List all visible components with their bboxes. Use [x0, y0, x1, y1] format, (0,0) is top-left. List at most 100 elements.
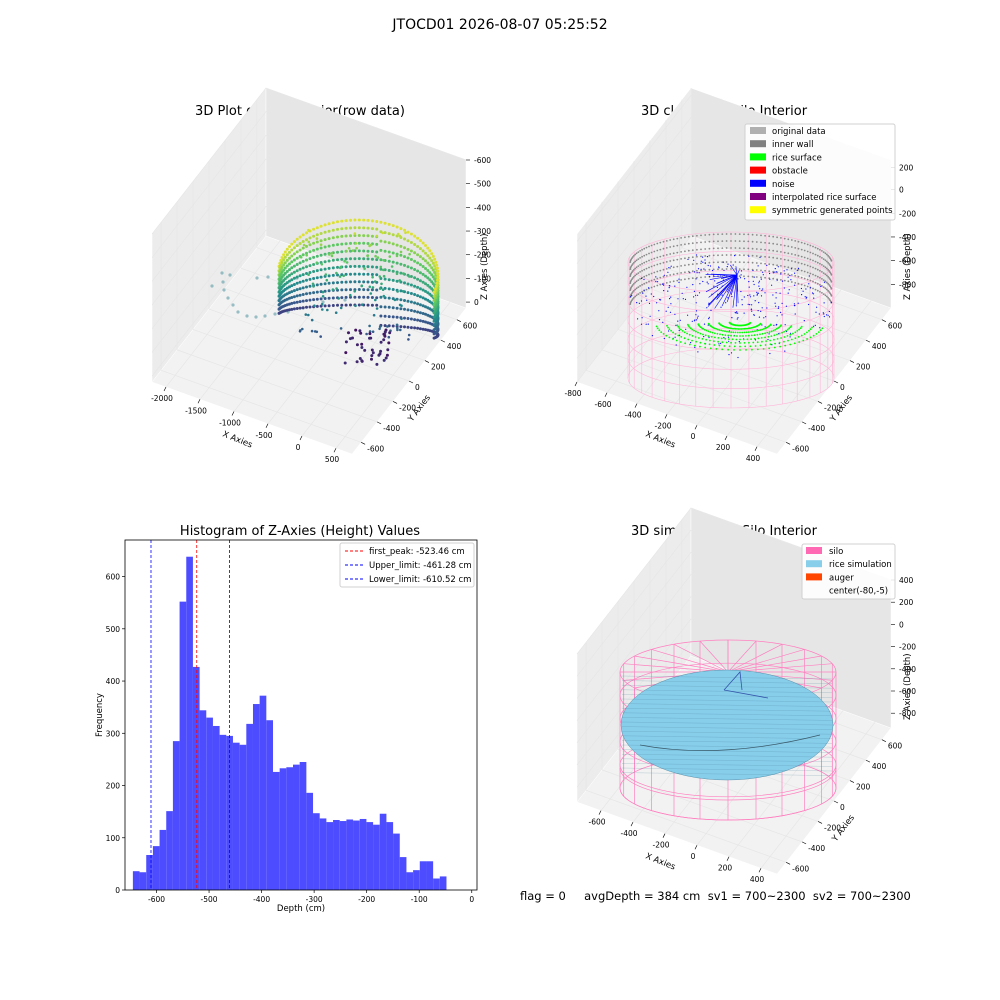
- p1-point: [292, 295, 296, 299]
- p2-point: [734, 342, 737, 344]
- p2-point: [756, 324, 759, 327]
- p2-point: [762, 348, 765, 350]
- p2-point: [753, 334, 756, 336]
- p1-point: [421, 249, 425, 253]
- p2-point: [695, 330, 697, 333]
- p2-point: [771, 344, 773, 346]
- p1-x-tickmark: [163, 386, 167, 392]
- p1-point: [344, 303, 348, 307]
- p2-point: [698, 337, 700, 339]
- p2-point: [645, 288, 648, 291]
- p2-point: [635, 252, 638, 255]
- p2-point: [756, 291, 758, 293]
- p2-point: [768, 270, 771, 273]
- p2-point: [711, 331, 714, 334]
- p2-y-tickmark: [817, 401, 823, 404]
- p2-point: [772, 270, 775, 273]
- p2-point: [680, 279, 682, 281]
- p1-point: [433, 277, 437, 281]
- p1-point: [399, 253, 403, 257]
- p2-point: [708, 302, 710, 304]
- p1-point: [432, 294, 436, 298]
- p1-point: [343, 259, 346, 263]
- p2-point: [670, 303, 672, 305]
- p2-point: [633, 268, 635, 271]
- p2-point: [783, 265, 786, 268]
- p1-point: [338, 275, 342, 278]
- p1-point: [231, 303, 235, 307]
- p2-point: [687, 277, 690, 280]
- p1-point: [379, 220, 383, 224]
- p2-point: [720, 342, 722, 344]
- p1-point: [368, 332, 372, 336]
- p2-point: [760, 337, 763, 339]
- p2-point: [696, 262, 698, 265]
- p2-point: [635, 287, 638, 290]
- p2-x-tickmark: [634, 403, 638, 408]
- p1-point: [327, 259, 331, 263]
- p1-point: [288, 296, 291, 300]
- p1-point: [407, 333, 411, 337]
- p1-point: [285, 247, 289, 251]
- p1-point: [424, 328, 427, 332]
- p2-point: [653, 264, 656, 267]
- p1-point: [288, 302, 291, 306]
- p1-point: [325, 278, 329, 282]
- p1-point: [378, 327, 381, 331]
- p4-rice-surface-fill: [620, 669, 834, 781]
- p2-point: [772, 242, 775, 245]
- p2-point: [740, 270, 743, 272]
- p2-point: [667, 271, 669, 273]
- p2-point: [631, 294, 633, 296]
- p1-point: [424, 282, 427, 286]
- p2-point: [641, 290, 643, 293]
- p2-point: [759, 329, 762, 331]
- p1-point: [379, 305, 383, 309]
- p1-point: [292, 307, 296, 311]
- p2-point: [726, 326, 729, 329]
- p1-point: [330, 251, 334, 255]
- p1-point: [359, 331, 363, 335]
- p2-point: [687, 256, 690, 259]
- p2-point: [721, 274, 738, 307]
- p2-point: [721, 333, 724, 336]
- p1-point: [391, 224, 395, 228]
- p1-point: [382, 274, 386, 278]
- p1-point: [312, 291, 316, 295]
- p1-point: [283, 261, 287, 265]
- p1-point: [283, 266, 287, 270]
- p2-point: [759, 256, 761, 258]
- p2-point: [737, 317, 739, 319]
- p1-y-tick-label: 400: [447, 342, 462, 351]
- p2-point: [696, 276, 698, 279]
- p1-point: [327, 229, 331, 233]
- p2-point: [790, 239, 793, 241]
- p2-point: [696, 319, 698, 321]
- p1-point: [298, 248, 302, 252]
- p2-point: [758, 282, 760, 284]
- p2-point: [771, 284, 773, 286]
- p2-point: [740, 290, 742, 293]
- p2-point: [683, 337, 686, 340]
- p1-point: [391, 288, 395, 291]
- p1-point: [349, 293, 352, 297]
- p1-point: [413, 234, 417, 238]
- p2-point: [745, 349, 747, 351]
- p2-point: [777, 266, 779, 268]
- p2-point: [767, 335, 770, 338]
- p1-point: [396, 232, 400, 236]
- p2-point: [669, 239, 672, 241]
- p2-point: [727, 263, 729, 265]
- p4-x-axis-label: X Axies: [644, 852, 677, 873]
- p2-point: [662, 268, 665, 271]
- p1-point: [301, 240, 305, 243]
- p2-point: [658, 310, 660, 312]
- p4-gridline: [586, 789, 787, 863]
- p2-point: [822, 265, 825, 267]
- p2-point: [708, 318, 710, 320]
- p2-point: [788, 327, 791, 330]
- p2-point: [691, 256, 694, 259]
- p2-legend-swatch: [750, 166, 766, 174]
- p2-point: [757, 292, 760, 294]
- p1-point: [418, 279, 422, 283]
